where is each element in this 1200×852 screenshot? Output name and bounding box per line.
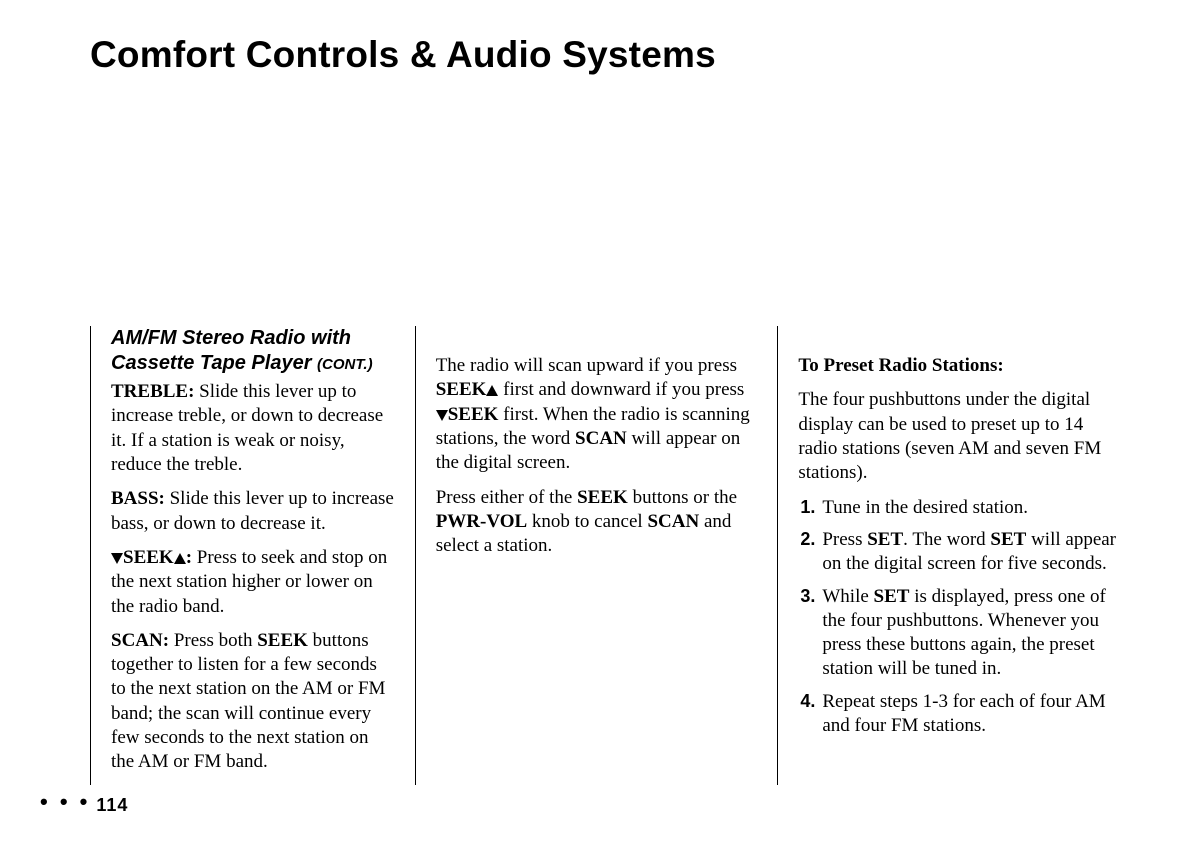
preset-step-4: Repeat steps 1-3 for each of four AM and… [820,690,1120,739]
c2p1-seek1-text: SEEK [436,379,487,400]
c2p1-seek2-text: SEEK [448,404,499,425]
subhead-line2: Cassette Tape Player [111,352,317,374]
preset-intro: The four pushbuttons under the digital d… [798,388,1120,485]
preset-step-2: Press SET. The word SET will appear on t… [820,528,1120,577]
seek-label: SEEK [123,547,174,568]
scan-seek: SEEK [257,630,308,651]
section-subhead: AM/FM Stereo Radio with Cassette Tape Pl… [111,326,395,376]
c2p2-a: Press either of the [436,487,577,508]
c2p1-scan: SCAN [575,428,627,449]
triangle-down-icon [111,553,123,564]
preset-step-3: While SET is displayed, press one of the… [820,585,1120,682]
c2p1-seek2: SEEK [436,404,499,425]
preset-heading: To Preset Radio Stations: [798,354,1120,378]
c2p2-seek: SEEK [577,487,628,508]
preset-step-1: Tune in the desired station. [820,496,1120,520]
subhead-line1: AM/FM Stereo Radio with [111,327,351,349]
footer-dots: • • • [40,789,90,814]
scan-direction-paragraph: The radio will scan upward if you press … [436,354,758,476]
li2-a: Press [822,529,867,550]
seek-label-group: SEEK: [111,547,192,568]
column-1: AM/FM Stereo Radio with Cassette Tape Pl… [90,326,415,785]
triangle-up-icon [174,553,186,564]
c2p2-b: buttons or the [628,487,737,508]
preset-steps: Tune in the desired station. Press SET. … [798,496,1120,739]
scan-label: SCAN: [111,630,169,651]
li3-a: While [822,586,873,607]
page-title: Comfort Controls & Audio Systems [90,34,1140,76]
c2p1-b: first and downward if you press [498,379,744,400]
page-number: 114 [96,795,128,815]
li2-b: . The word [903,529,990,550]
preset-heading-text: To Preset Radio Stations: [798,355,1003,376]
li3-set: SET [874,586,910,607]
subhead-cont: (CONT.) [317,356,373,373]
bass-label: BASS: [111,488,165,509]
c2p1-a: The radio will scan upward if you press [436,355,737,376]
treble-paragraph: TREBLE: Slide this lever up to increase … [111,380,395,477]
triangle-up-icon [486,385,498,396]
triangle-down-icon [436,410,448,421]
scan-text-a: Press both [169,630,257,651]
column-2: The radio will scan upward if you press … [415,326,778,785]
li2-set2: SET [990,529,1026,550]
bass-paragraph: BASS: Slide this lever up to increase ba… [111,487,395,536]
c2p1-seek1: SEEK [436,379,499,400]
cancel-scan-paragraph: Press either of the SEEK buttons or the … [436,486,758,559]
column-3: To Preset Radio Stations: The four pushb… [777,326,1140,785]
treble-label: TREBLE: [111,381,194,402]
c2p2-scan: SCAN [647,511,699,532]
page-footer: • • • 114 [40,789,128,816]
scan-paragraph: SCAN: Press both SEEK buttons together t… [111,629,395,775]
scan-text-b: buttons together to listen for a few sec… [111,630,385,773]
seek-paragraph: SEEK: Press to seek and stop on the next… [111,546,395,619]
c2p2-pwr: PWR-VOL [436,511,527,532]
li2-set1: SET [867,529,903,550]
c2p2-c: knob to cancel [527,511,647,532]
manual-page: Comfort Controls & Audio Systems AM/FM S… [0,0,1200,852]
columns: AM/FM Stereo Radio with Cassette Tape Pl… [90,326,1140,785]
